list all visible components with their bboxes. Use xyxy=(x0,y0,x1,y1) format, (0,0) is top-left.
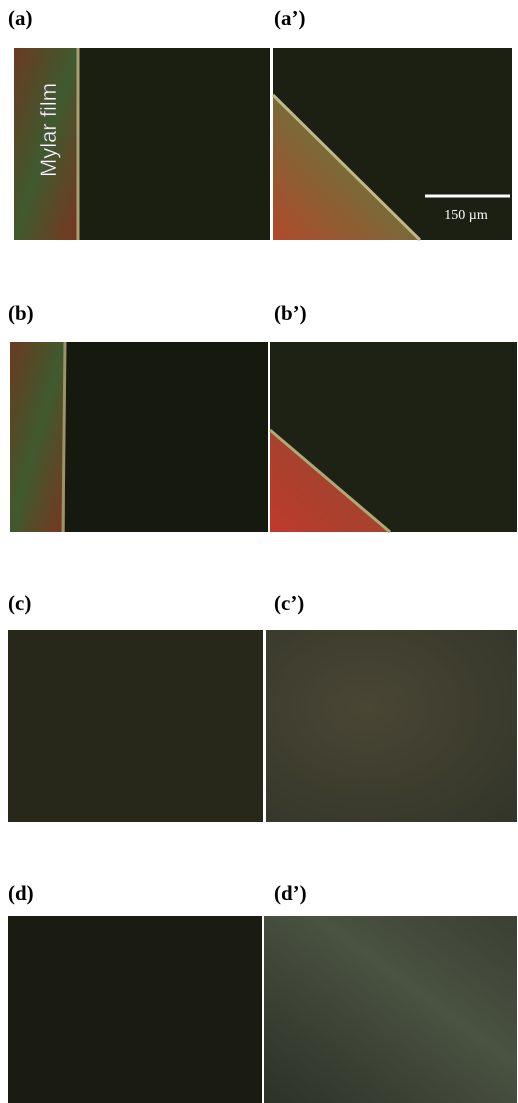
figure: (a) (a’) Mylar film 150 µm (b) (b’) (c) … xyxy=(0,0,518,1103)
film-label: Mylar film xyxy=(36,83,61,177)
panel-label: (a’) xyxy=(274,6,305,30)
micrograph xyxy=(8,916,262,1103)
micrograph xyxy=(8,630,263,822)
panel-label: (b’) xyxy=(274,301,307,325)
panel-label: (a) xyxy=(8,6,33,30)
micrograph xyxy=(10,342,268,532)
panel-label: (d) xyxy=(8,881,34,905)
panel-label: (b) xyxy=(8,301,34,325)
micrograph xyxy=(266,630,517,822)
panel-label: (c’) xyxy=(274,591,304,615)
panel-label: (c) xyxy=(8,591,31,615)
panel-label: (d’) xyxy=(274,881,307,905)
micrograph xyxy=(264,916,517,1103)
micrograph xyxy=(270,342,517,532)
scale-bar-label: 150 µm xyxy=(444,208,488,223)
